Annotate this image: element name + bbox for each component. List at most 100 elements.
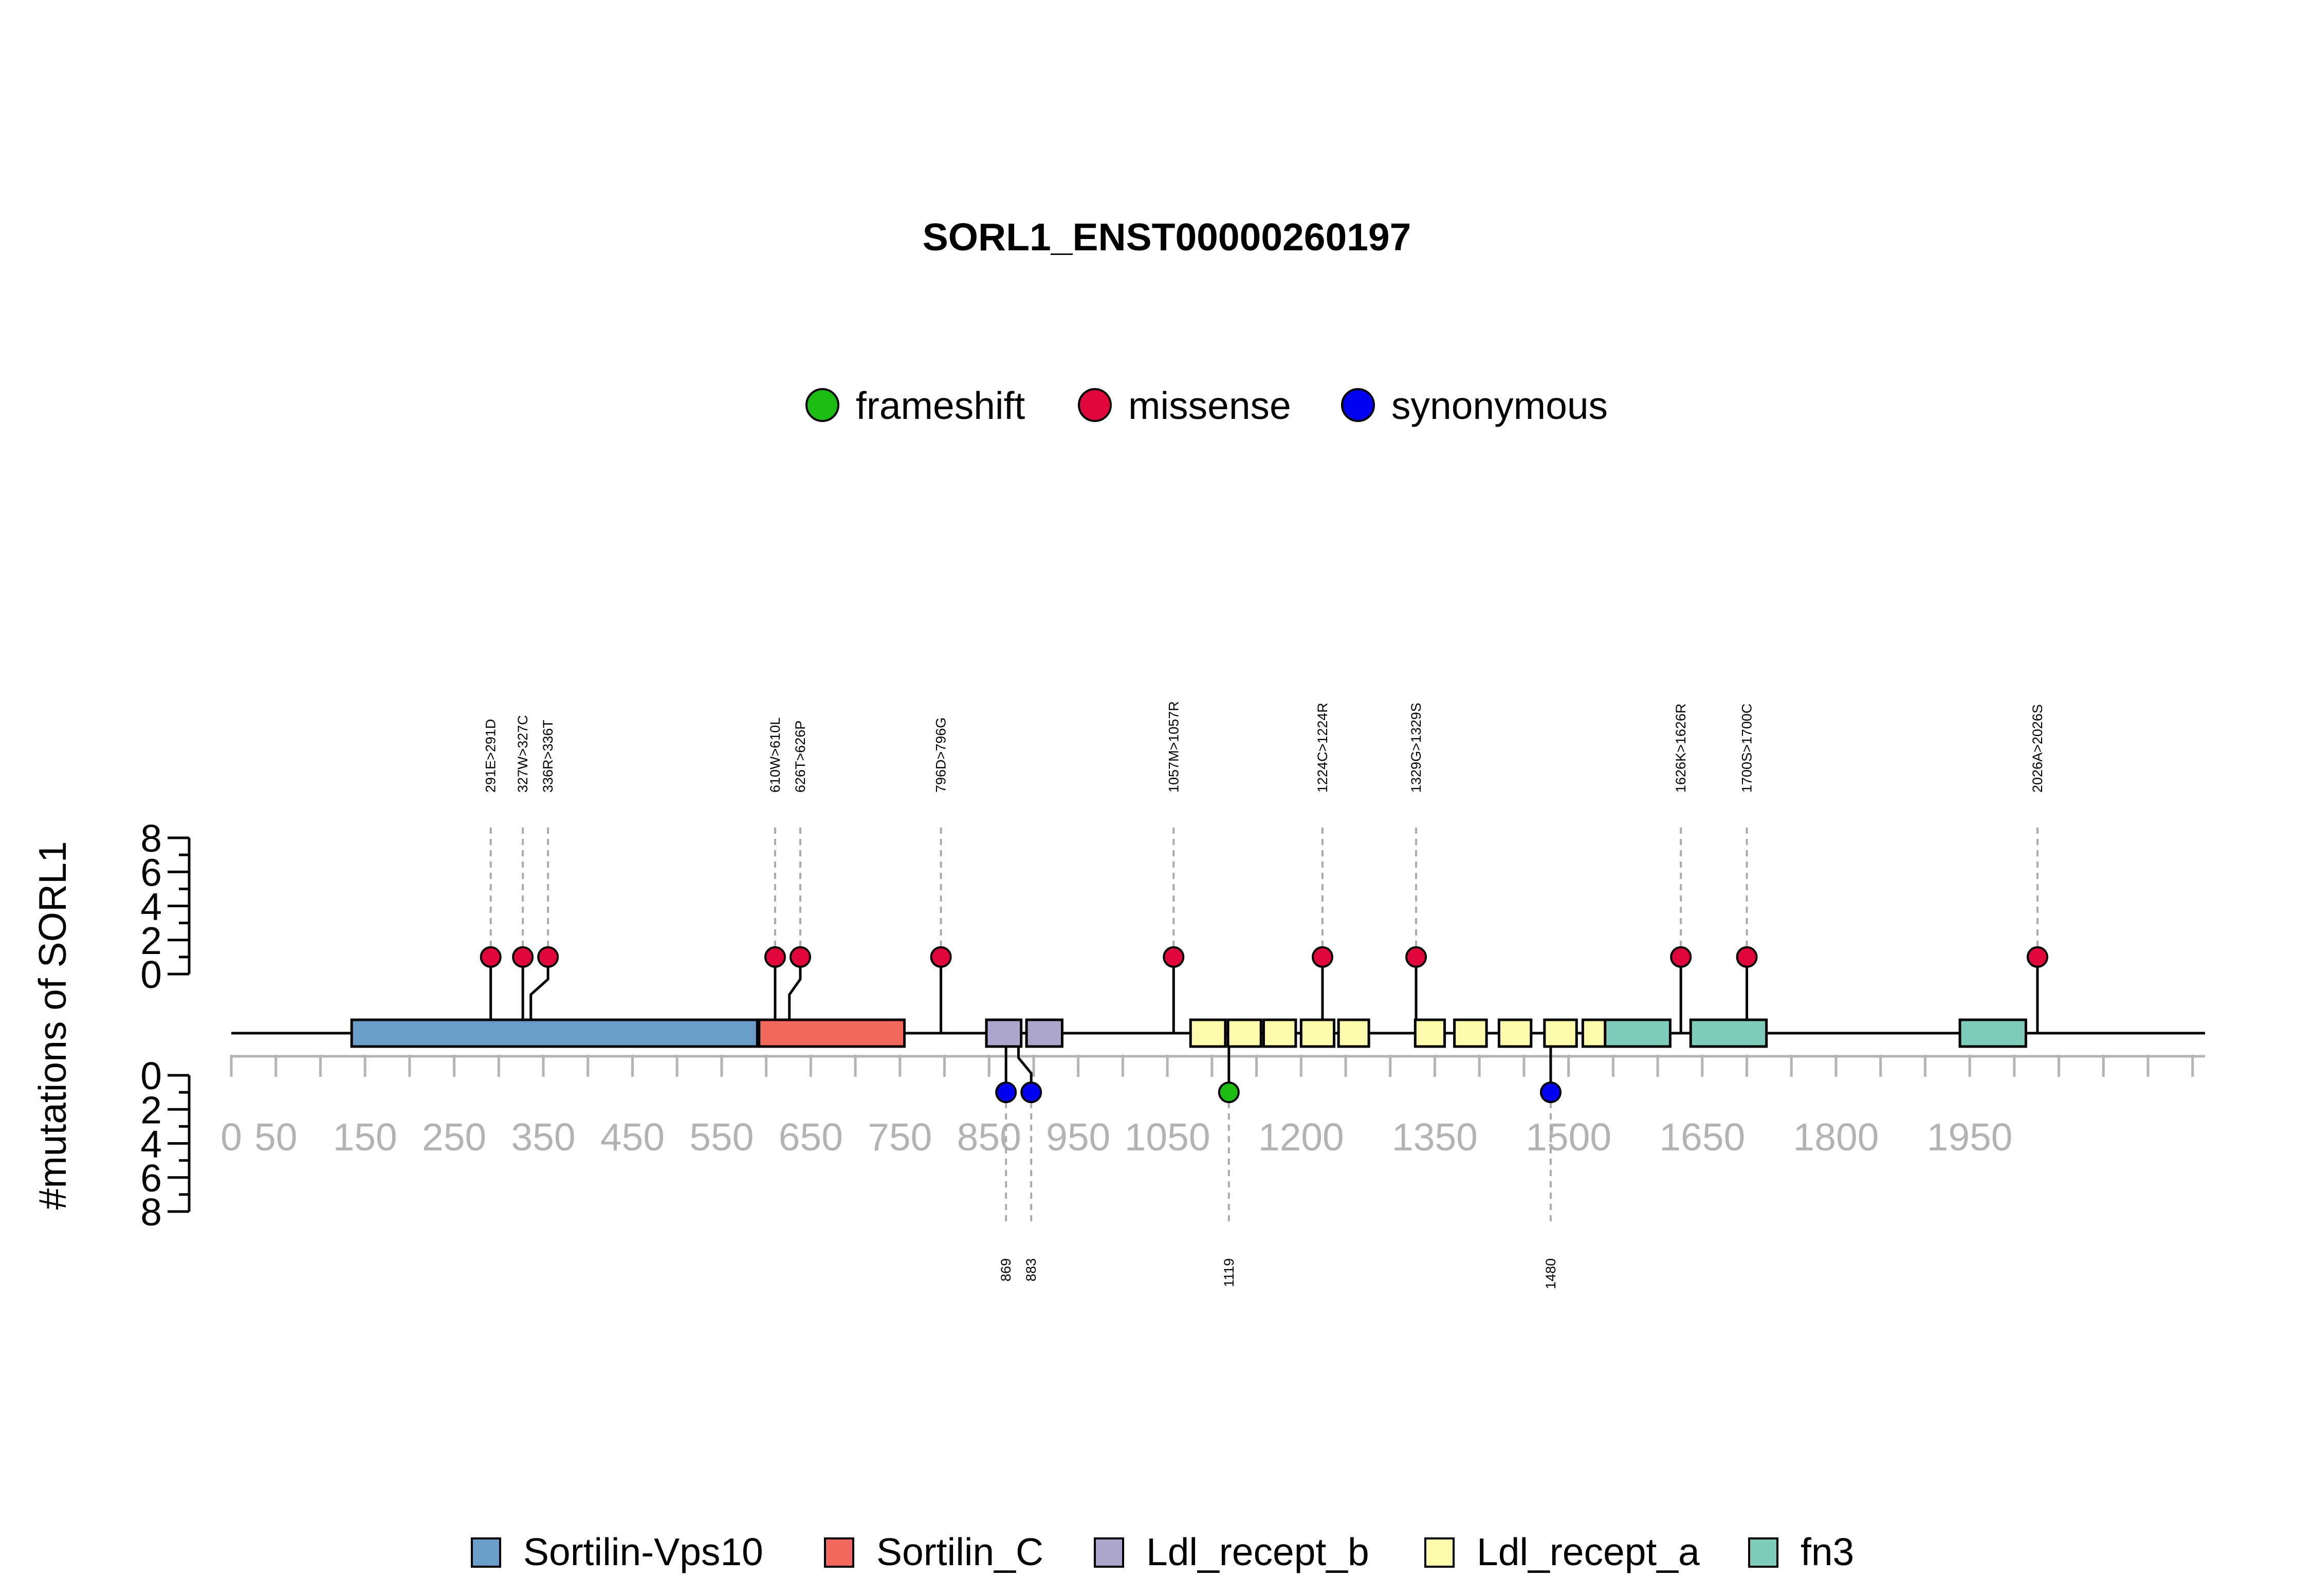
x-tick-label: 50 [254,1115,297,1159]
domain-box [1543,1018,1578,1048]
mutation-stem [788,957,802,1033]
mutation-label: 2026A>2026S [2030,704,2045,793]
x-tick-label: 1350 [1392,1115,1478,1159]
legend-box-domain [824,1537,854,1568]
x-tick-label: 250 [422,1115,486,1159]
mutation-label: 336R>336T [540,720,556,793]
domain-box [1189,1018,1227,1048]
domain-box [1497,1018,1533,1048]
legend-label-domain: fn3 [1801,1530,1854,1573]
mutation-marker-missense [764,946,786,968]
y-tick-label-bottom: 0 [140,1054,162,1097]
protein-domains [350,1018,2027,1048]
mutation-label: 1057M>1057R [1166,701,1181,793]
legend-box-domain [1094,1537,1124,1568]
mutation-stem [529,957,549,1033]
mutation-marker-missense [2026,946,2048,968]
mutation-marker-missense [1311,946,1333,968]
mutation-marker-missense [930,946,952,968]
legend-marker-missense [1078,388,1112,422]
x-tick-label: 1950 [1927,1115,2013,1159]
mutation-marker-missense [512,946,534,968]
legend-label-synonymous: synonymous [1391,384,1608,427]
legend-marker-synonymous [1341,388,1375,422]
mutation-marker-missense [480,946,502,968]
domain-box [350,1018,759,1048]
legend-label-missense: missense [1128,384,1291,427]
mutation-markers [480,946,2048,1104]
legend-label-domain: Sortilin_C [876,1530,1043,1573]
mutation-marker-missense [537,946,559,968]
y-tick-label-top: 0 [140,953,162,996]
legend-box-domain [1748,1537,1778,1568]
mutation-marker-missense [1405,946,1427,968]
legend-label-frameshift: frameshift [856,384,1025,427]
mutation-label: 1119 [1221,1258,1237,1287]
x-tick-label: 850 [957,1115,1021,1159]
y-tick-label-bottom: 6 [140,1157,162,1200]
mutation-lollipops: 291E>291D 327W>327C 336R>336T 610W>610L 626T… [483,701,2045,1289]
mutation-marker-synonymous [995,1081,1017,1104]
x-tick-label: 1050 [1125,1115,1210,1159]
x-tick-label: 0 [221,1115,242,1159]
mutation-marker-missense [789,946,811,968]
domain-box [1226,1018,1262,1048]
mutation-label: 610W>610L [767,718,783,793]
domain-box [1453,1018,1488,1048]
domain-box [1604,1018,1672,1048]
x-tick-label: 1650 [1659,1115,1745,1159]
x-tick-label: 450 [600,1115,665,1159]
mutation-label: 1480 [1543,1258,1558,1289]
legend-marker-frameshift [805,388,839,422]
x-tick-label: 1200 [1258,1115,1344,1159]
domain-box [1958,1018,2027,1048]
legend-label-domain: Ldl_recept_b [1146,1530,1369,1573]
mutation-marker-frameshift [1218,1081,1240,1104]
y-tick-label-top: 4 [140,885,162,928]
mutation-label: 1329G>1329S [1408,703,1424,793]
mutation-marker-synonymous [1539,1081,1562,1104]
mutation-marker-missense [1163,946,1185,968]
mutation-label: 796D>796G [933,718,949,793]
chart-title: SORL1_ENST00000260197 [923,215,1411,259]
x-tick-label: 750 [868,1115,932,1159]
y-tick-label-bottom: 2 [140,1088,162,1131]
y-tick-label-bottom: 8 [140,1190,162,1234]
x-tick-label: 650 [779,1115,843,1159]
x-tick-label: 1800 [1793,1115,1879,1159]
x-tick-label: 150 [333,1115,397,1159]
mutation-marker-synonymous [1020,1081,1042,1104]
mutation-label: 869 [998,1258,1014,1281]
mutation-marker-missense [1670,946,1692,968]
legend-box-domain [471,1537,501,1568]
position-axis: 0 50 150 250 350 450 550 650 750 850 950 1050 1200 13… [221,1055,2205,1159]
legend-box-domain [1424,1537,1455,1568]
mutation-label: 1626K>1626R [1673,704,1688,793]
mutation-label: 626T>626P [793,721,808,793]
domain-box [1262,1018,1297,1048]
legend-label-domain: Sortilin-Vps10 [523,1530,763,1573]
legend-label-domain: Ldl_recept_a [1477,1530,1700,1573]
mutation-label: 291E>291D [483,719,499,793]
domain-box [1299,1018,1335,1048]
y-tick-label-bottom: 4 [140,1123,162,1166]
mutation-label: 327W>327C [515,715,530,793]
domain-box [1689,1018,1768,1048]
domain-box [758,1018,906,1048]
domain-box [1025,1018,1063,1048]
domain-box [985,1018,1023,1048]
domain-box [1337,1018,1370,1048]
mutation-label: 1700S>1700C [1739,704,1755,793]
x-tick-label: 950 [1046,1115,1110,1159]
domain-legend: Sortilin-Vps10 Sortilin_C Ldl_recept_b Ldl_… [471,1530,1854,1573]
x-tick-label: 1500 [1526,1115,1611,1159]
mutation-marker-missense [1736,946,1758,968]
y-tick-label-top: 8 [140,817,162,860]
y-tick-label-top: 2 [140,919,162,962]
x-tick-label: 550 [689,1115,754,1159]
y-axis-label: #mutations of SORL1 [31,841,74,1209]
x-tick-label: 350 [511,1115,575,1159]
